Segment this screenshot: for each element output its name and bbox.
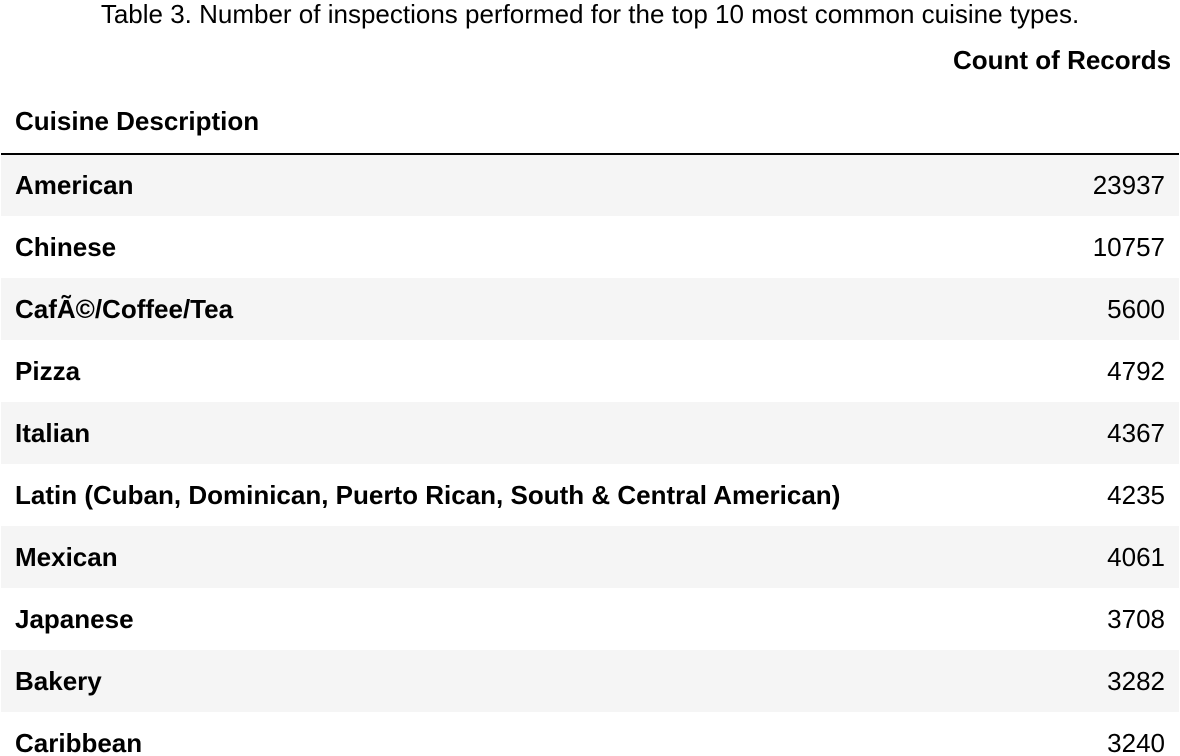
- table-row: CafÃ©/Coffee/Tea 5600: [1, 278, 1179, 340]
- table-row: Pizza 4792: [1, 340, 1179, 402]
- header-blank-cell: [939, 90, 1179, 155]
- cuisine-cell: Caribbean: [15, 727, 143, 756]
- count-column-header: Count of Records: [953, 44, 1172, 75]
- header-blank-cell: [1, 30, 939, 90]
- table-row: Italian 4367: [1, 402, 1179, 464]
- header-row-index: Cuisine Description: [1, 90, 1179, 155]
- cuisine-cell: Italian: [15, 417, 91, 448]
- table-caption: Table 3. Number of inspections performed…: [100, 0, 1080, 29]
- cuisine-cell: Chinese: [15, 231, 117, 262]
- table-row: Japanese 3708: [1, 588, 1179, 650]
- cuisine-cell: Mexican: [15, 541, 118, 572]
- cuisine-cell: Pizza: [15, 355, 81, 386]
- table-row: Bakery 3282: [1, 650, 1179, 712]
- table-row: Caribbean 3240: [1, 712, 1179, 756]
- count-cell: 5600: [1107, 293, 1165, 324]
- inspections-table: Count of Records Cuisine Description Ame…: [1, 30, 1179, 756]
- count-cell: 4061: [1107, 541, 1165, 572]
- table-row: Latin (Cuban, Dominican, Puerto Rican, S…: [1, 464, 1179, 526]
- cuisine-cell: Latin (Cuban, Dominican, Puerto Rican, S…: [15, 479, 841, 510]
- count-cell: 4792: [1107, 355, 1165, 386]
- table-body: American 23937 Chinese 10757 CafÃ©/Coffe…: [1, 154, 1179, 756]
- count-cell: 3240: [1107, 727, 1165, 756]
- cuisine-cell: Japanese: [15, 603, 134, 634]
- cuisine-index-header: Cuisine Description: [1, 90, 939, 155]
- cuisine-cell: Bakery: [15, 665, 102, 696]
- table-row: Mexican 4061: [1, 526, 1179, 588]
- header-row-columns: Count of Records: [1, 30, 1179, 90]
- count-cell: 23937: [1092, 170, 1165, 200]
- count-cell: 10757: [1092, 231, 1165, 262]
- table-row: Chinese 10757: [1, 216, 1179, 278]
- cuisine-cell: CafÃ©/Coffee/Tea: [15, 293, 234, 324]
- count-cell: 3708: [1107, 603, 1165, 634]
- cuisine-cell: American: [15, 170, 134, 200]
- table-row: American 23937: [1, 154, 1179, 216]
- count-cell: 4235: [1107, 479, 1165, 510]
- count-cell: 3282: [1107, 665, 1165, 696]
- count-cell: 4367: [1107, 417, 1165, 448]
